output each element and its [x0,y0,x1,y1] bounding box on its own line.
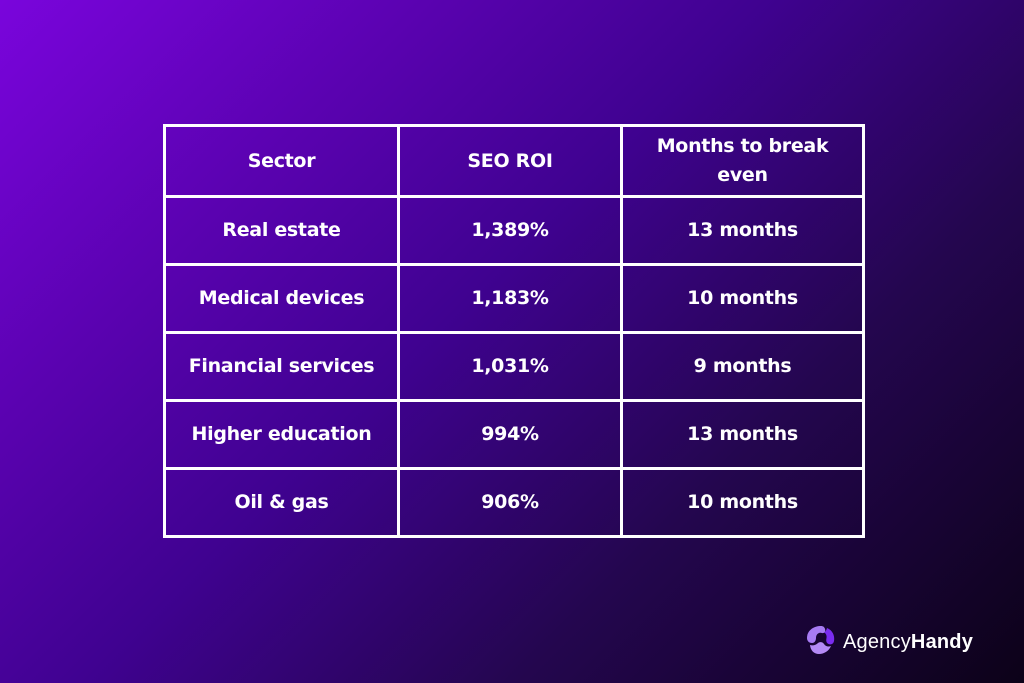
table-row: Financial services 1,031% 9 months [163,331,865,402]
seo-roi-table-container: Sector SEO ROI Months to break even Real… [163,124,865,538]
table-row: Medical devices 1,183% 10 months [163,263,865,334]
cell-seo-roi: 1,183% [397,263,623,334]
header-sector: Sector [163,124,400,198]
cell-months: 10 months [620,263,865,334]
seo-roi-table: Sector SEO ROI Months to break even Real… [163,124,865,538]
table-header-row: Sector SEO ROI Months to break even [163,124,865,198]
table-row: Oil & gas 906% 10 months [163,467,865,538]
cell-months: 13 months [620,399,865,470]
cell-sector: Oil & gas [163,467,400,538]
cell-sector: Real estate [163,195,400,266]
cell-months: 10 months [620,467,865,538]
cell-sector: Medical devices [163,263,400,334]
wordmark-agency: Agency [843,630,911,653]
cell-seo-roi: 906% [397,467,623,538]
cell-seo-roi: 994% [397,399,623,470]
agencyhandy-wordmark: AgencyHandy [843,631,973,654]
table-row: Higher education 994% 13 months [163,399,865,470]
agencyhandy-logo: AgencyHandy [805,624,973,660]
cell-sector: Higher education [163,399,400,470]
cell-seo-roi: 1,389% [397,195,623,266]
wordmark-handy: Handy [910,630,974,653]
cell-months: 9 months [620,331,865,402]
cell-months: 13 months [620,195,865,266]
cell-sector: Financial services [163,331,400,402]
cell-seo-roi: 1,031% [397,331,623,402]
header-months-to-break-even: Months to break even [620,124,865,198]
table-row: Real estate 1,389% 13 months [163,195,865,266]
header-seo-roi: SEO ROI [397,124,623,198]
agencyhandy-logo-icon [805,624,843,660]
